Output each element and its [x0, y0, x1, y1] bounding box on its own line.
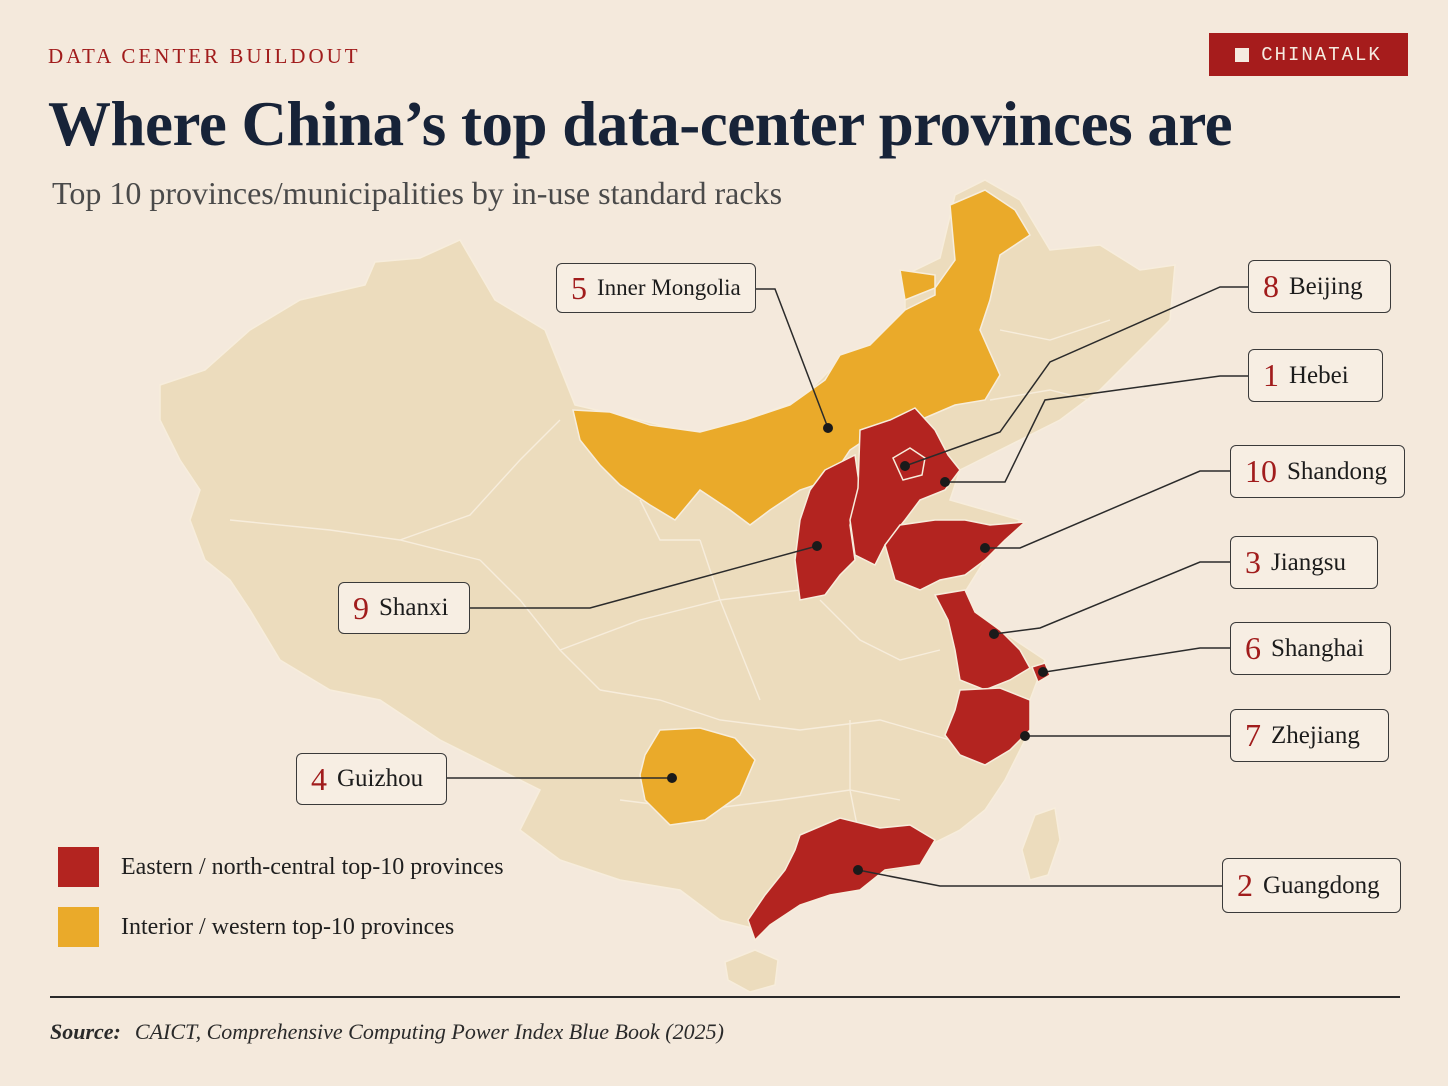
legend-swatch-interior — [58, 907, 99, 947]
province-name: Beijing — [1289, 272, 1363, 300]
legend-eastern: Eastern / north-central top-10 provinces — [58, 847, 504, 887]
leader-guangdong — [857, 869, 1222, 887]
border-line — [599, 689, 951, 741]
rank-label: 4 — [311, 760, 327, 797]
leader-shandong — [985, 470, 1230, 549]
border-line — [479, 559, 601, 691]
dot-shanghai — [1038, 667, 1048, 677]
region-jiangsu — [933, 589, 1032, 691]
leader-inner-mongolia — [755, 288, 829, 429]
dot-inner-mongolia — [823, 423, 833, 433]
rank-label: 3 — [1245, 544, 1261, 580]
callout-hebei: 1 Hebei — [1248, 349, 1383, 402]
province-name: Inner Mongolia — [597, 275, 741, 300]
page-subtitle: Top 10 provinces/municipalities by in-us… — [52, 175, 783, 211]
region-guangdong — [747, 817, 937, 942]
hainan-island — [724, 949, 779, 993]
page-title: Where China’s top data-center provinces … — [48, 89, 1233, 159]
callout-jiangsu: 3 Jiangsu — [1230, 536, 1378, 589]
rank-label: 5 — [571, 269, 587, 306]
callout-beijing: 8 Beijing — [1248, 260, 1391, 313]
callout-shanghai: 6 Shanghai — [1230, 622, 1391, 675]
leader-shanghai — [1044, 647, 1230, 673]
dot-guizhou — [667, 773, 677, 783]
leader-jiangsu — [993, 561, 1230, 635]
source-label: Source: — [50, 1019, 121, 1044]
rank-label: 10 — [1245, 453, 1277, 489]
dot-shanxi — [812, 541, 822, 551]
callout-inner-mongolia: 5 Inner Mongolia — [556, 263, 756, 313]
callout-shanxi: 9 Shanxi — [338, 582, 470, 634]
border-line — [819, 599, 941, 661]
dot-zhejiang — [1020, 731, 1030, 741]
region-shandong — [884, 519, 1028, 591]
leader-hebei — [945, 375, 1248, 483]
leader-dots — [667, 423, 1048, 875]
border-line — [989, 389, 1091, 401]
region-guizhou — [639, 727, 756, 826]
callout-zhejiang: 7 Zhejiang — [1230, 709, 1389, 762]
rank-label: 7 — [1245, 717, 1261, 753]
callout-shandong: 10 Shandong — [1230, 445, 1405, 498]
leader-beijing — [904, 286, 1248, 467]
dot-shandong — [980, 543, 990, 553]
dot-beijing — [900, 461, 910, 471]
source-line: Source: CAICT, Comprehensive Computing Po… — [50, 1019, 724, 1045]
border-line — [229, 519, 481, 561]
source-text: CAICT, Comprehensive Computing Power Ind… — [134, 1019, 724, 1044]
province-name: Guangdong — [1263, 871, 1380, 899]
region-inner-mongolia — [572, 189, 1032, 526]
province-name: Shandong — [1287, 457, 1387, 485]
dot-hebei — [940, 477, 950, 487]
rank-label: 8 — [1263, 268, 1279, 304]
border-line — [999, 319, 1111, 341]
dot-guangdong — [853, 865, 863, 875]
kicker: DATA CENTER BUILDOUT — [48, 44, 361, 68]
callout-guizhou: 4 Guizhou — [296, 753, 447, 805]
province-name: Zhejiang — [1271, 721, 1360, 749]
rank-label: 2 — [1237, 867, 1253, 903]
legend-label-interior: Interior / western top-10 provinces — [121, 913, 455, 940]
province-name: Jiangsu — [1271, 548, 1346, 576]
region-hebei — [849, 407, 961, 567]
eastern-provinces — [747, 407, 1051, 942]
legend-interior: Interior / western top-10 provinces — [58, 907, 454, 947]
leader-lines — [447, 286, 1248, 887]
border-line — [399, 419, 561, 541]
rank-label: 1 — [1263, 357, 1279, 393]
brand-badge: CHINATALK — [1209, 33, 1408, 76]
rank-label: 6 — [1245, 630, 1261, 666]
taiwan-island — [1021, 806, 1061, 881]
province-name: Hebei — [1289, 361, 1349, 389]
dot-jiangsu — [989, 629, 999, 639]
legend-label-eastern: Eastern / north-central top-10 provinces — [121, 853, 504, 880]
brand-square-icon — [1235, 47, 1250, 62]
province-name: Guizhou — [337, 765, 424, 792]
interior-provinces — [572, 189, 1032, 826]
border-line — [699, 539, 761, 701]
region-zhejiang — [944, 687, 1031, 766]
footer-divider — [50, 996, 1400, 998]
province-name: Shanxi — [379, 594, 449, 621]
callout-guangdong: 2 Guangdong — [1222, 858, 1401, 913]
border-line — [639, 499, 700, 541]
brand-label: CHINATALK — [1261, 43, 1382, 66]
rank-label: 9 — [353, 589, 369, 626]
province-name: Shanghai — [1271, 634, 1365, 662]
border-line — [559, 589, 801, 651]
leader-shanxi — [470, 545, 818, 609]
legend-swatch-eastern — [58, 847, 99, 887]
